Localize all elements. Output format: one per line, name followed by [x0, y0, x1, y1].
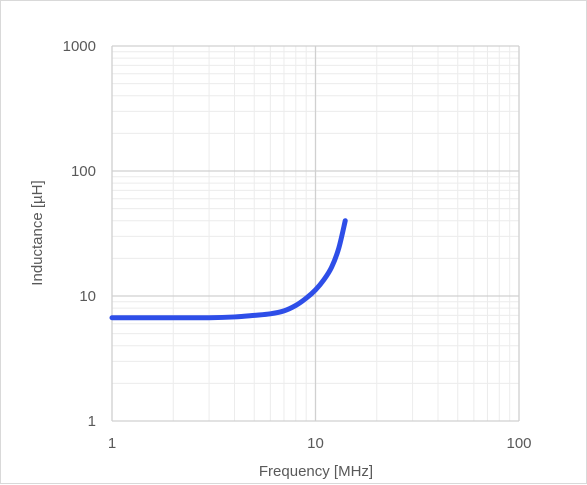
major-gridlines — [111, 45, 520, 422]
y-tick-label: 100 — [71, 163, 96, 180]
inductance-series-line — [109, 218, 348, 321]
y-tick-label: 1000 — [63, 38, 96, 55]
series-layer — [109, 218, 348, 321]
y-tick-label: 10 — [79, 288, 96, 305]
x-axis-title: Frequency [MHz] — [259, 463, 373, 480]
y-tick-label: 1 — [88, 413, 96, 430]
x-tick-label: 1 — [108, 435, 116, 452]
tick-labels: 1 10 100 1 10 100 1000 — [63, 38, 532, 452]
y-axis-title: Inductance [µH] — [29, 180, 46, 285]
x-tick-label: 10 — [307, 435, 324, 452]
x-tick-label: 100 — [506, 435, 531, 452]
